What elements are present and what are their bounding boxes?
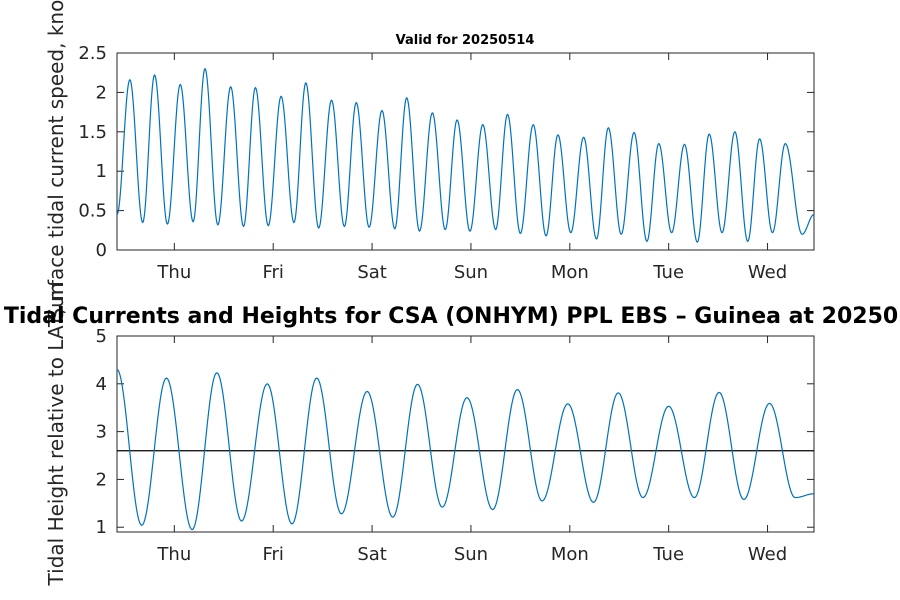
current-speed-title: Valid for 20250514 [396,33,535,48]
tidal-height-ytick-label: 4 [96,374,107,395]
tidal-height-xtick-label: Thu [156,544,191,565]
tidal-height-xtick-label: Sat [357,544,387,565]
current-speed-ytick-label: 0 [96,240,107,261]
current-speed-ytick-label: 0.5 [78,201,107,222]
current-speed-xtick-label: Tue [652,262,684,283]
current-speed-xtick-label: Mon [551,262,589,283]
tidal-height-series-line [116,368,815,531]
current-speed-ytick-label: 1.5 [78,122,107,143]
tidal-height-xtick-label: Tue [652,544,684,565]
tidal-height-ytick-label: 1 [96,517,107,538]
tidal-height-axes: 1 2 3 4 5 Thu Fri Sat Sun Mon Tue Wed Tidal Height … [44,283,815,587]
tidal-height-plot-area [116,335,815,533]
current-speed-ytick-label: 2 [96,82,107,103]
current-speed-axes: 0 0.5 1 1.5 2 2.5 Thu Fri Sat Sun Mon Tue Wed Valid … [44,0,815,321]
current-speed-xtick-label: Sat [357,262,387,283]
current-speed-xtick-label: Wed [748,262,787,283]
tidal-height-xtick-label: Sun [454,544,488,565]
tidal-height-xtick-label: Mon [551,544,589,565]
tidal-height-ytick-label: 3 [96,422,107,443]
current-speed-ylabel: Surface tidal current speed, knots [44,0,68,321]
current-speed-xtick-label: Thu [156,262,191,283]
tidal-height-xtick-label: Fri [262,544,283,565]
current-speed-ticks: 0 0.5 1 1.5 2 2.5 Thu Fri Sat Sun Mon Tue Wed [78,43,814,283]
tidal-height-xtick-label: Wed [748,544,787,565]
tidal-height-ytick-label: 2 [96,469,107,490]
current-speed-ytick-label: 1 [96,161,107,182]
tidal-height-ticks: 1 2 3 4 5 Thu Fri Sat Sun Mon Tue Wed [96,326,814,565]
current-speed-xtick-label: Fri [262,262,283,283]
current-speed-xtick-label: Sun [454,262,488,283]
current-speed-ytick-label: 2.5 [78,43,107,64]
main-title: Tidal Currents and Heights for CSA (ONHY… [4,304,900,329]
current-speed-plot-area [116,52,815,251]
current-speed-series-line [116,67,815,243]
tidal-height-ytick-label: 5 [96,326,107,347]
tidal-height-ylabel: Tidal Height relative to LAT, m [44,283,68,587]
